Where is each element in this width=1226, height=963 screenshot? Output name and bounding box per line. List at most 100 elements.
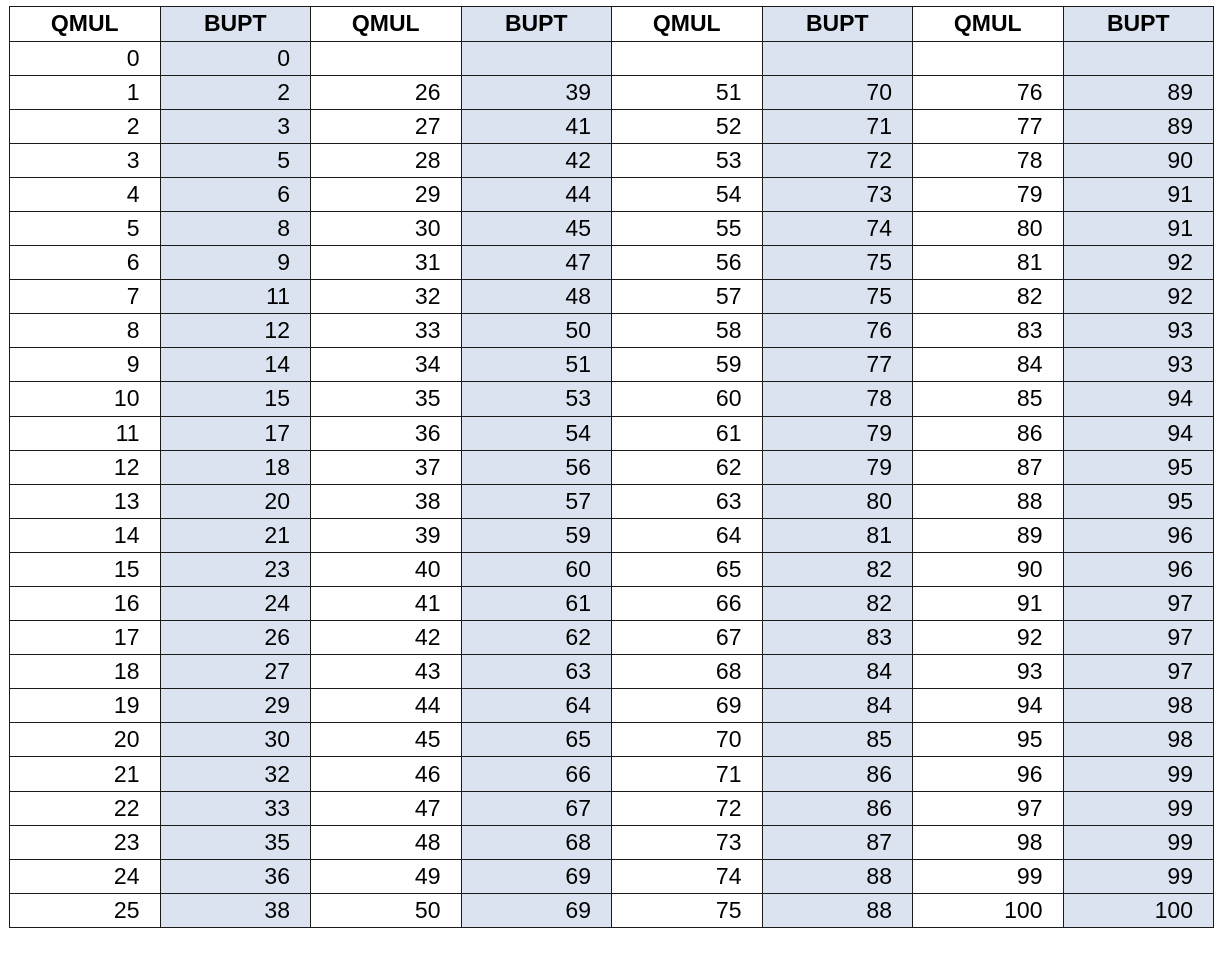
bupt-grade-cell: 6 <box>160 177 311 211</box>
bupt-grade-cell: 15 <box>160 382 311 416</box>
qmul-grade-cell: 26 <box>311 75 462 109</box>
qmul-grade-cell: 51 <box>612 75 763 109</box>
bupt-grade-cell: 68 <box>461 825 612 859</box>
bupt-grade-cell: 100 <box>1063 893 1214 927</box>
table-row: 14 21 39 59 64 81 89 96 <box>10 518 1214 552</box>
qmul-grade-cell: 33 <box>311 314 462 348</box>
qmul-grade-cell: 97 <box>913 791 1064 825</box>
bupt-grade-cell: 76 <box>762 314 913 348</box>
table-row: 23 35 48 68 73 87 98 99 <box>10 825 1214 859</box>
bupt-grade-cell: 86 <box>762 791 913 825</box>
qmul-grade-cell: 75 <box>612 893 763 927</box>
bupt-grade-cell: 12 <box>160 314 311 348</box>
qmul-grade-cell: 16 <box>10 587 161 621</box>
table-row: 20 30 45 65 70 85 95 98 <box>10 723 1214 757</box>
table-row: 2 3 27 41 52 71 77 89 <box>10 109 1214 143</box>
qmul-grade-cell: 92 <box>913 621 1064 655</box>
bupt-grade-cell: 85 <box>762 723 913 757</box>
qmul-grade-cell: 44 <box>311 689 462 723</box>
qmul-grade-cell: 96 <box>913 757 1064 791</box>
qmul-grade-cell: 39 <box>311 518 462 552</box>
bupt-grade-cell: 97 <box>1063 621 1214 655</box>
bupt-grade-cell: 99 <box>1063 859 1214 893</box>
bupt-grade-cell: 83 <box>762 621 913 655</box>
bupt-grade-cell: 98 <box>1063 689 1214 723</box>
qmul-grade-cell: 17 <box>10 621 161 655</box>
bupt-grade-cell: 75 <box>762 246 913 280</box>
bupt-grade-cell: 90 <box>1063 143 1214 177</box>
qmul-grade-cell: 89 <box>913 518 1064 552</box>
table-row: 5 8 30 45 55 74 80 91 <box>10 211 1214 245</box>
qmul-grade-cell: 91 <box>913 587 1064 621</box>
bupt-grade-cell: 21 <box>160 518 311 552</box>
bupt-grade-cell: 84 <box>762 655 913 689</box>
bupt-grade-cell: 18 <box>160 450 311 484</box>
qmul-grade-cell: 72 <box>612 791 763 825</box>
bupt-grade-cell: 53 <box>461 382 612 416</box>
qmul-grade-cell: 68 <box>612 655 763 689</box>
qmul-grade-cell: 15 <box>10 552 161 586</box>
qmul-grade-cell <box>913 41 1064 75</box>
bupt-grade-cell: 44 <box>461 177 612 211</box>
bupt-grade-cell: 38 <box>160 893 311 927</box>
bupt-grade-cell <box>1063 41 1214 75</box>
bupt-grade-cell: 51 <box>461 348 612 382</box>
qmul-column-header: QMUL <box>311 7 462 42</box>
qmul-grade-cell: 69 <box>612 689 763 723</box>
qmul-grade-cell: 25 <box>10 893 161 927</box>
qmul-grade-cell: 14 <box>10 518 161 552</box>
bupt-grade-cell: 3 <box>160 109 311 143</box>
qmul-grade-cell: 32 <box>311 280 462 314</box>
qmul-grade-cell <box>311 41 462 75</box>
qmul-grade-cell: 42 <box>311 621 462 655</box>
bupt-column-header: BUPT <box>160 7 311 42</box>
bupt-grade-cell: 84 <box>762 689 913 723</box>
qmul-grade-cell: 5 <box>10 211 161 245</box>
qmul-grade-cell: 3 <box>10 143 161 177</box>
bupt-grade-cell: 20 <box>160 484 311 518</box>
bupt-grade-cell: 62 <box>461 621 612 655</box>
table-row: 9 14 34 51 59 77 84 93 <box>10 348 1214 382</box>
bupt-grade-cell: 69 <box>461 893 612 927</box>
qmul-grade-cell: 88 <box>913 484 1064 518</box>
table-row: 10 15 35 53 60 78 85 94 <box>10 382 1214 416</box>
qmul-grade-cell: 30 <box>311 211 462 245</box>
bupt-grade-cell: 89 <box>1063 75 1214 109</box>
header-row: QMUL BUPT QMUL BUPT QMUL BUPT QMUL BUPT <box>10 7 1214 42</box>
qmul-grade-cell: 78 <box>913 143 1064 177</box>
bupt-grade-cell: 89 <box>1063 109 1214 143</box>
bupt-grade-cell: 96 <box>1063 518 1214 552</box>
qmul-column-header: QMUL <box>913 7 1064 42</box>
qmul-grade-cell: 94 <box>913 689 1064 723</box>
qmul-grade-cell: 64 <box>612 518 763 552</box>
bupt-grade-cell: 24 <box>160 587 311 621</box>
bupt-grade-cell: 9 <box>160 246 311 280</box>
qmul-grade-cell: 46 <box>311 757 462 791</box>
table-row: 13 20 38 57 63 80 88 95 <box>10 484 1214 518</box>
qmul-grade-cell: 20 <box>10 723 161 757</box>
table-row: 12 18 37 56 62 79 87 95 <box>10 450 1214 484</box>
qmul-grade-cell: 34 <box>311 348 462 382</box>
qmul-grade-cell: 21 <box>10 757 161 791</box>
qmul-grade-cell: 57 <box>612 280 763 314</box>
bupt-grade-cell: 75 <box>762 280 913 314</box>
qmul-grade-cell: 43 <box>311 655 462 689</box>
bupt-column-header: BUPT <box>1063 7 1214 42</box>
qmul-grade-cell: 54 <box>612 177 763 211</box>
bupt-grade-cell: 45 <box>461 211 612 245</box>
bupt-grade-cell: 67 <box>461 791 612 825</box>
qmul-grade-cell: 35 <box>311 382 462 416</box>
qmul-grade-cell: 4 <box>10 177 161 211</box>
bupt-grade-cell: 95 <box>1063 450 1214 484</box>
bupt-grade-cell: 27 <box>160 655 311 689</box>
bupt-grade-cell: 0 <box>160 41 311 75</box>
table-row: 7 11 32 48 57 75 82 92 <box>10 280 1214 314</box>
bupt-grade-cell: 36 <box>160 859 311 893</box>
bupt-grade-cell: 5 <box>160 143 311 177</box>
bupt-grade-cell <box>461 41 612 75</box>
qmul-grade-cell: 59 <box>612 348 763 382</box>
qmul-grade-cell: 50 <box>311 893 462 927</box>
qmul-grade-cell: 38 <box>311 484 462 518</box>
qmul-grade-cell: 24 <box>10 859 161 893</box>
bupt-grade-cell: 77 <box>762 348 913 382</box>
